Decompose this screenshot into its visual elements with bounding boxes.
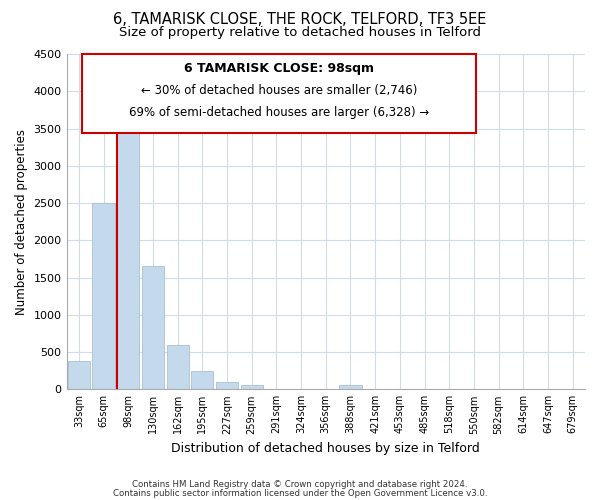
Bar <box>68 361 90 390</box>
Text: 6 TAMARISK CLOSE: 98sqm: 6 TAMARISK CLOSE: 98sqm <box>184 62 374 76</box>
Bar <box>191 372 214 390</box>
Bar <box>340 385 362 390</box>
Text: Contains HM Land Registry data © Crown copyright and database right 2024.: Contains HM Land Registry data © Crown c… <box>132 480 468 489</box>
Y-axis label: Number of detached properties: Number of detached properties <box>15 128 28 314</box>
Bar <box>92 203 115 390</box>
Text: 69% of semi-detached houses are larger (6,328) →: 69% of semi-detached houses are larger (… <box>129 106 429 119</box>
X-axis label: Distribution of detached houses by size in Telford: Distribution of detached houses by size … <box>172 442 480 455</box>
Bar <box>241 385 263 390</box>
Text: 6, TAMARISK CLOSE, THE ROCK, TELFORD, TF3 5EE: 6, TAMARISK CLOSE, THE ROCK, TELFORD, TF… <box>113 12 487 28</box>
Text: Contains public sector information licensed under the Open Government Licence v3: Contains public sector information licen… <box>113 489 487 498</box>
Bar <box>117 110 139 390</box>
Bar <box>142 266 164 390</box>
FancyBboxPatch shape <box>82 54 476 133</box>
Bar <box>216 382 238 390</box>
Text: Size of property relative to detached houses in Telford: Size of property relative to detached ho… <box>119 26 481 39</box>
Bar <box>167 344 189 390</box>
Text: ← 30% of detached houses are smaller (2,746): ← 30% of detached houses are smaller (2,… <box>141 84 417 97</box>
